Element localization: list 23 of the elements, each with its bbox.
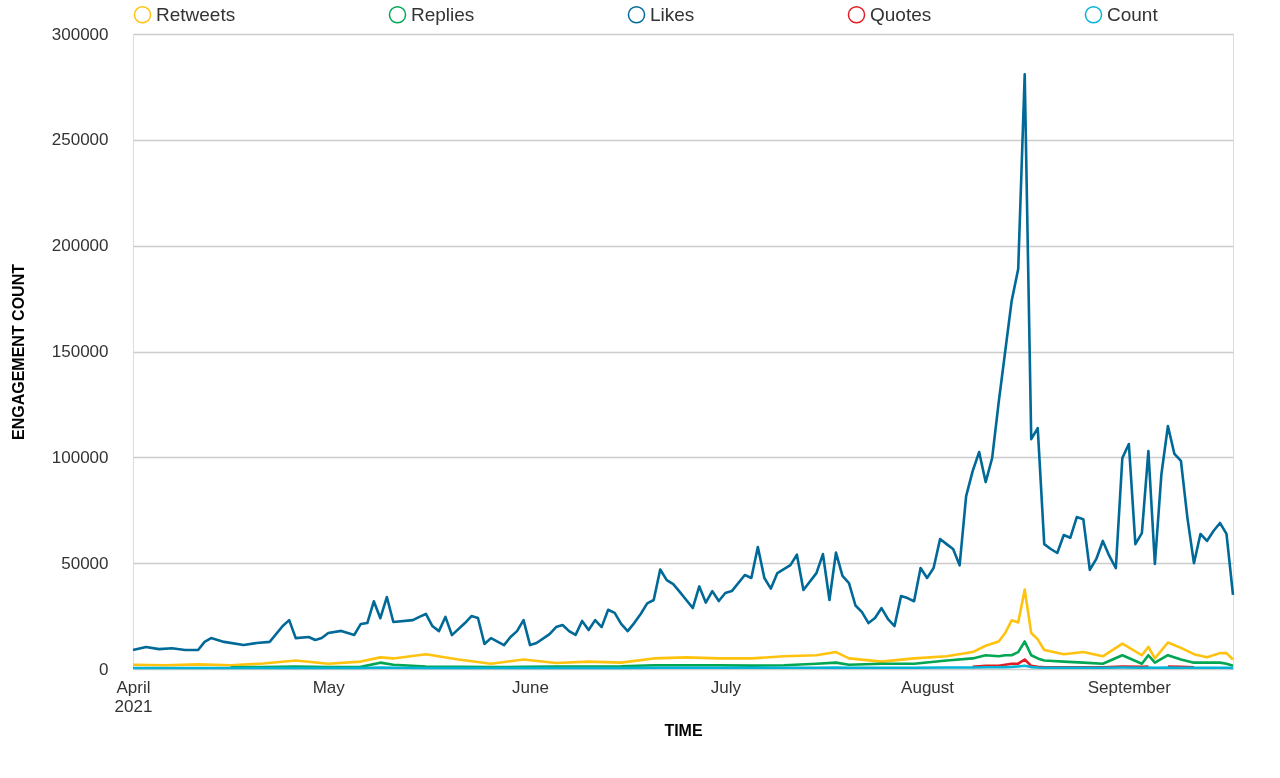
y-tick-label: 50000 [61, 553, 109, 573]
legend-label: Count [1107, 3, 1159, 25]
legend-label: Likes [650, 3, 695, 25]
x-tick-label: August [901, 677, 955, 697]
x-tick-label: June [512, 677, 549, 697]
x-tick-label: September [1087, 677, 1172, 697]
line-series [229, 640, 1235, 669]
x-tick-label: May [312, 677, 346, 697]
line-series [131, 588, 1235, 667]
y-tick-label: 150000 [51, 342, 109, 361]
x-axis-title: TIME [664, 721, 703, 739]
legend-label: Retweets [156, 3, 236, 25]
y-tick-label: 100000 [51, 447, 109, 467]
y-tick-label: 250000 [51, 130, 109, 150]
x-tick-label: April 2021 [114, 677, 153, 716]
x-tick-label: July [710, 677, 742, 697]
legend-label: Replies [411, 3, 475, 25]
y-axis-title: ENGAGEMENT COUNT [9, 263, 27, 440]
y-tick-label: 300000 [51, 24, 109, 44]
y-tick-label: 200000 [51, 236, 109, 256]
legend-label: Quotes [870, 3, 932, 25]
y-tick-label: 0 [99, 659, 109, 679]
line-series [131, 72, 1235, 652]
